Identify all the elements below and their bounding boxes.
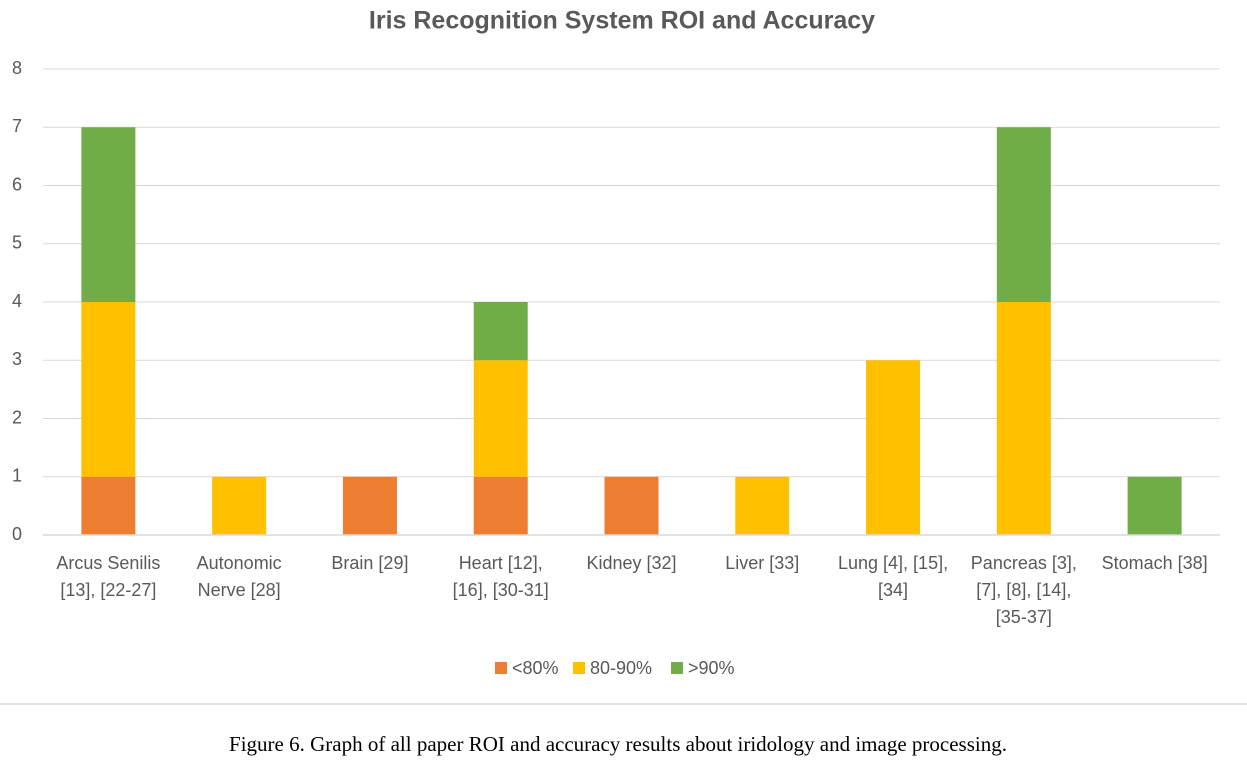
x-tick-label: Nerve [28] <box>198 580 281 600</box>
x-tick-label: Brain [29] <box>331 553 408 573</box>
x-tick-label: Lung [4], [15], <box>838 553 948 573</box>
x-tick-label: [34] <box>878 580 908 600</box>
y-tick-label: 0 <box>12 524 22 544</box>
y-tick-label: 4 <box>12 291 22 311</box>
x-tick-label: Arcus Senilis <box>56 553 160 573</box>
bar-segment <box>81 476 136 535</box>
bar-segment <box>212 476 267 535</box>
y-tick-label: 8 <box>12 58 22 78</box>
legend-label: >90% <box>688 658 735 678</box>
x-tick-label: Kidney [32] <box>586 553 676 573</box>
bar-segment <box>473 360 528 477</box>
bar-segment <box>996 302 1051 535</box>
bar-segment <box>996 127 1051 302</box>
x-tick-label: Pancreas [3], <box>971 553 1077 573</box>
legend-swatch <box>671 662 683 674</box>
y-tick-label: 3 <box>12 349 22 369</box>
x-tick-label: Autonomic <box>197 553 282 573</box>
legend-label: <80% <box>512 658 559 678</box>
legend-swatch <box>495 662 507 674</box>
bar-segment <box>81 127 136 302</box>
bar-segment <box>604 476 659 535</box>
x-tick-label: [7], [8], [14], <box>976 580 1071 600</box>
x-tick-label: [13], [22-27] <box>60 580 156 600</box>
y-tick-label: 6 <box>12 174 22 194</box>
bar-segment <box>81 302 136 477</box>
y-tick-label: 5 <box>12 233 22 253</box>
y-tick-label: 1 <box>12 466 22 486</box>
x-tick-label: Heart [12], <box>459 553 543 573</box>
x-tick-label: Stomach [38] <box>1102 553 1208 573</box>
x-tick-label: Liver [33] <box>725 553 799 573</box>
x-tick-label: [16], [30-31] <box>453 580 549 600</box>
y-tick-label: 2 <box>12 407 22 427</box>
bar-segment <box>866 360 921 535</box>
y-tick-label: 7 <box>12 116 22 136</box>
bar-segment <box>342 476 397 535</box>
bar-segment <box>735 476 790 535</box>
bar-segment <box>1127 476 1182 535</box>
legend-swatch <box>573 662 585 674</box>
bar-segment <box>473 476 528 535</box>
x-tick-label: [35-37] <box>996 607 1052 627</box>
legend-label: 80-90% <box>590 658 652 678</box>
caption: Figure 6. Graph of all paper ROI and acc… <box>229 732 1007 756</box>
bar-segment <box>473 302 528 361</box>
chart-title: Iris Recognition System ROI and Accuracy <box>369 7 875 35</box>
